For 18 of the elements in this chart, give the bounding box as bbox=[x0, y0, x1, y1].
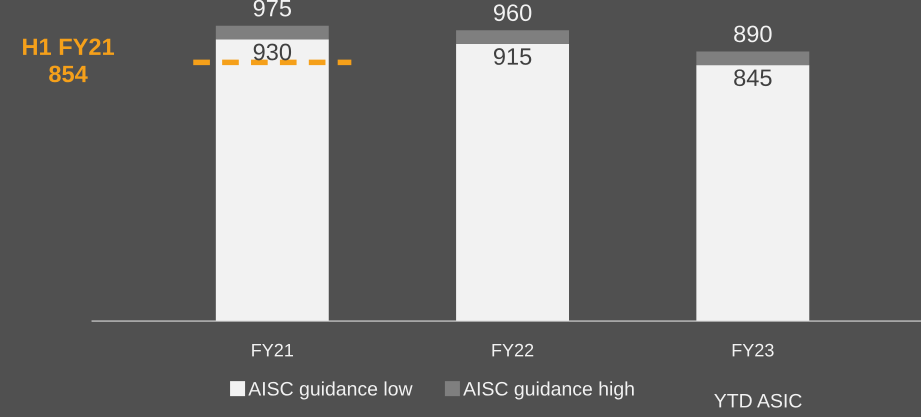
total-label: 960 bbox=[494, 4, 532, 22]
bar bbox=[456, 44, 570, 322]
x-tick-label: FY21 bbox=[252, 344, 293, 356]
legend-label: AISC guidance low bbox=[248, 381, 413, 400]
bar bbox=[456, 30, 570, 44]
total-label: 975 bbox=[254, 0, 292, 17]
data-label: 915 bbox=[494, 48, 532, 65]
x-tick-label: FY23 bbox=[732, 344, 774, 357]
legend-label: AISC guidance high bbox=[463, 381, 634, 400]
total-label: 890 bbox=[734, 26, 772, 42]
bar bbox=[216, 26, 329, 40]
ref-line-label: H1 FY21 854 bbox=[23, 38, 114, 82]
text: YTD ASIC bbox=[714, 394, 802, 408]
bar bbox=[696, 65, 810, 322]
data-label: 930 bbox=[254, 44, 292, 60]
bar bbox=[696, 51, 810, 66]
data-label: 845 bbox=[734, 69, 772, 86]
x-tick-label: FY22 bbox=[492, 344, 534, 356]
